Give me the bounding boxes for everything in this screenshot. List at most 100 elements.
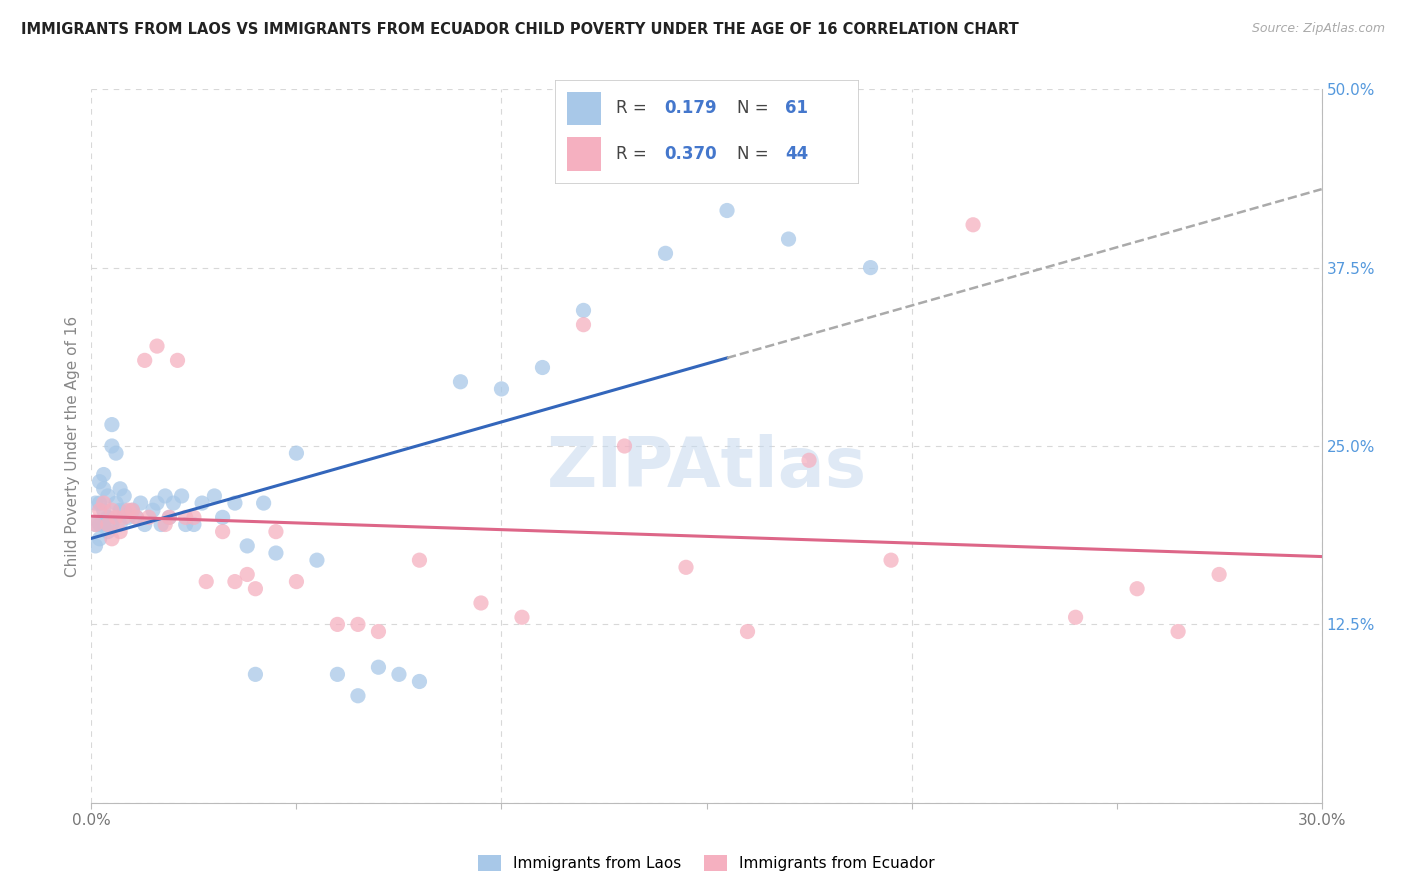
Text: 0.179: 0.179 [664,100,717,118]
Point [264,524,287,539]
Point [146,496,169,510]
Point [962,218,984,232]
Text: 61: 61 [785,100,808,118]
Point [89,475,111,489]
Point [191,496,214,510]
Point [142,503,165,517]
Point [108,524,131,539]
Point [108,482,131,496]
Point [112,510,135,524]
Point [84,517,107,532]
Point [285,446,308,460]
Point [174,517,197,532]
Text: N =: N = [737,145,773,162]
Point [138,510,160,524]
Point [93,496,115,510]
Point [121,503,143,517]
Point [326,617,349,632]
Point [236,567,259,582]
Point [150,517,173,532]
Point [408,553,430,567]
Point [101,517,124,532]
Point [737,624,759,639]
Point [613,439,636,453]
Point [117,503,139,517]
Point [97,517,120,532]
Point [211,524,233,539]
Point [89,503,111,517]
Point [245,667,267,681]
Point [84,517,107,532]
Point [174,510,197,524]
Point [162,496,184,510]
Point [531,360,554,375]
Point [778,232,800,246]
Text: R =: R = [616,100,652,118]
Point [245,582,267,596]
Point [89,532,111,546]
Point [347,689,370,703]
Point [253,496,276,510]
Point [1064,610,1087,624]
Point [195,574,218,589]
Point [449,375,471,389]
Point [1208,567,1230,582]
Point [157,510,180,524]
Point [491,382,513,396]
Point [183,510,205,524]
Point [716,203,738,218]
Point [236,539,259,553]
Point [224,496,246,510]
Text: ZIPAtlas: ZIPAtlas [547,434,866,501]
Point [367,624,389,639]
Point [202,489,225,503]
Point [84,539,107,553]
Point [347,617,370,632]
Point [572,318,595,332]
Point [129,496,152,510]
Point [1167,624,1189,639]
Point [367,660,389,674]
Text: R =: R = [616,145,652,162]
Point [112,503,135,517]
Point [89,496,111,510]
Point [859,260,882,275]
Point [146,339,169,353]
Point [153,517,177,532]
Point [326,667,349,681]
Point [108,517,131,532]
Point [105,446,127,460]
Point [224,574,246,589]
Point [101,503,124,517]
Point [675,560,697,574]
Point [101,532,124,546]
Point [285,574,308,589]
Point [211,510,233,524]
Point [166,353,188,368]
Point [134,517,156,532]
Text: N =: N = [737,100,773,118]
Point [93,517,115,532]
Point [880,553,903,567]
Point [89,517,111,532]
Point [101,439,124,453]
Point [153,489,177,503]
Point [408,674,430,689]
Point [93,482,115,496]
Point [157,510,180,524]
FancyBboxPatch shape [568,136,600,170]
Point [112,489,135,503]
Y-axis label: Child Poverty Under the Age of 16: Child Poverty Under the Age of 16 [65,316,80,576]
Point [470,596,492,610]
Point [125,510,148,524]
Point [388,667,411,681]
Point [97,524,120,539]
Point [183,517,205,532]
Point [97,510,120,524]
Point [101,417,124,432]
Text: 0.370: 0.370 [664,145,717,162]
Point [264,546,287,560]
FancyBboxPatch shape [568,92,600,126]
Point [84,496,107,510]
Point [108,503,131,517]
